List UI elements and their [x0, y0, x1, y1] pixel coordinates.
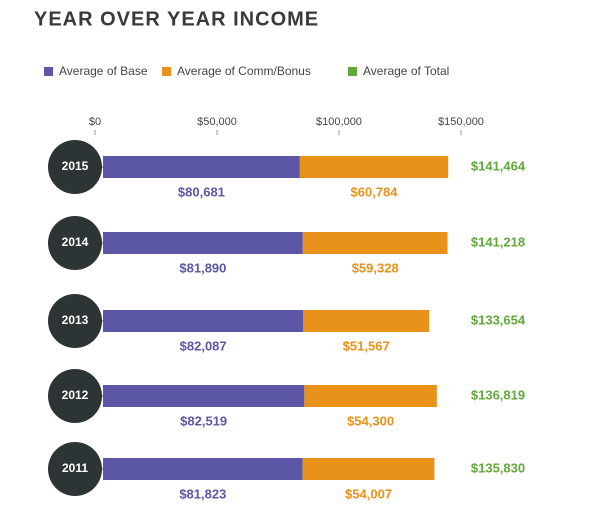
total-label: $133,654 [471, 312, 526, 327]
chart-title: YEAR OVER YEAR INCOME [34, 8, 319, 30]
value-label: $54,300 [347, 413, 394, 428]
category-label: 2012 [62, 388, 89, 402]
category-label: 2014 [62, 235, 89, 249]
bar-segment [302, 232, 448, 254]
year-badge [48, 442, 102, 496]
year-badge [48, 369, 102, 423]
bar-segment [103, 232, 303, 254]
category-label: 2015 [62, 159, 89, 173]
value-label: $82,519 [180, 413, 227, 428]
bar-segment [304, 385, 437, 407]
legend-label: Average of Total [363, 64, 449, 78]
year-badge [48, 140, 102, 194]
legend-label: Average of Base [59, 64, 148, 78]
bar-segment [103, 156, 300, 178]
bar-segment [103, 458, 303, 480]
value-label: $81,823 [179, 486, 226, 501]
value-label: $82,087 [180, 338, 227, 353]
x-tick-label: $50,000 [197, 116, 237, 128]
total-label: $135,830 [471, 460, 525, 475]
x-tick-label: $150,000 [438, 116, 484, 128]
bar-segment [103, 310, 304, 332]
legend-swatch [348, 67, 357, 76]
legend-swatch [162, 67, 171, 76]
year-badge [48, 216, 102, 270]
total-label: $141,218 [471, 234, 525, 249]
total-label: $136,819 [471, 387, 525, 402]
year-badge [48, 294, 102, 348]
x-tick-label: $100,000 [316, 116, 362, 128]
value-label: $59,328 [352, 260, 399, 275]
bar-segment [299, 156, 449, 178]
value-label: $80,681 [178, 184, 225, 199]
legend-swatch [44, 67, 53, 76]
value-label: $51,567 [343, 338, 390, 353]
bar-segment [302, 458, 435, 480]
total-label: $141,464 [471, 158, 526, 173]
legend-label: Average of Comm/Bonus [177, 64, 311, 78]
category-label: 2013 [62, 313, 89, 327]
value-label: $81,890 [179, 260, 226, 275]
category-label: 2011 [62, 461, 88, 475]
value-label: $60,784 [351, 184, 399, 199]
bar-segment [303, 310, 430, 332]
value-label: $54,007 [345, 486, 392, 501]
x-tick-label: $0 [89, 116, 101, 128]
bar-segment [103, 385, 305, 407]
